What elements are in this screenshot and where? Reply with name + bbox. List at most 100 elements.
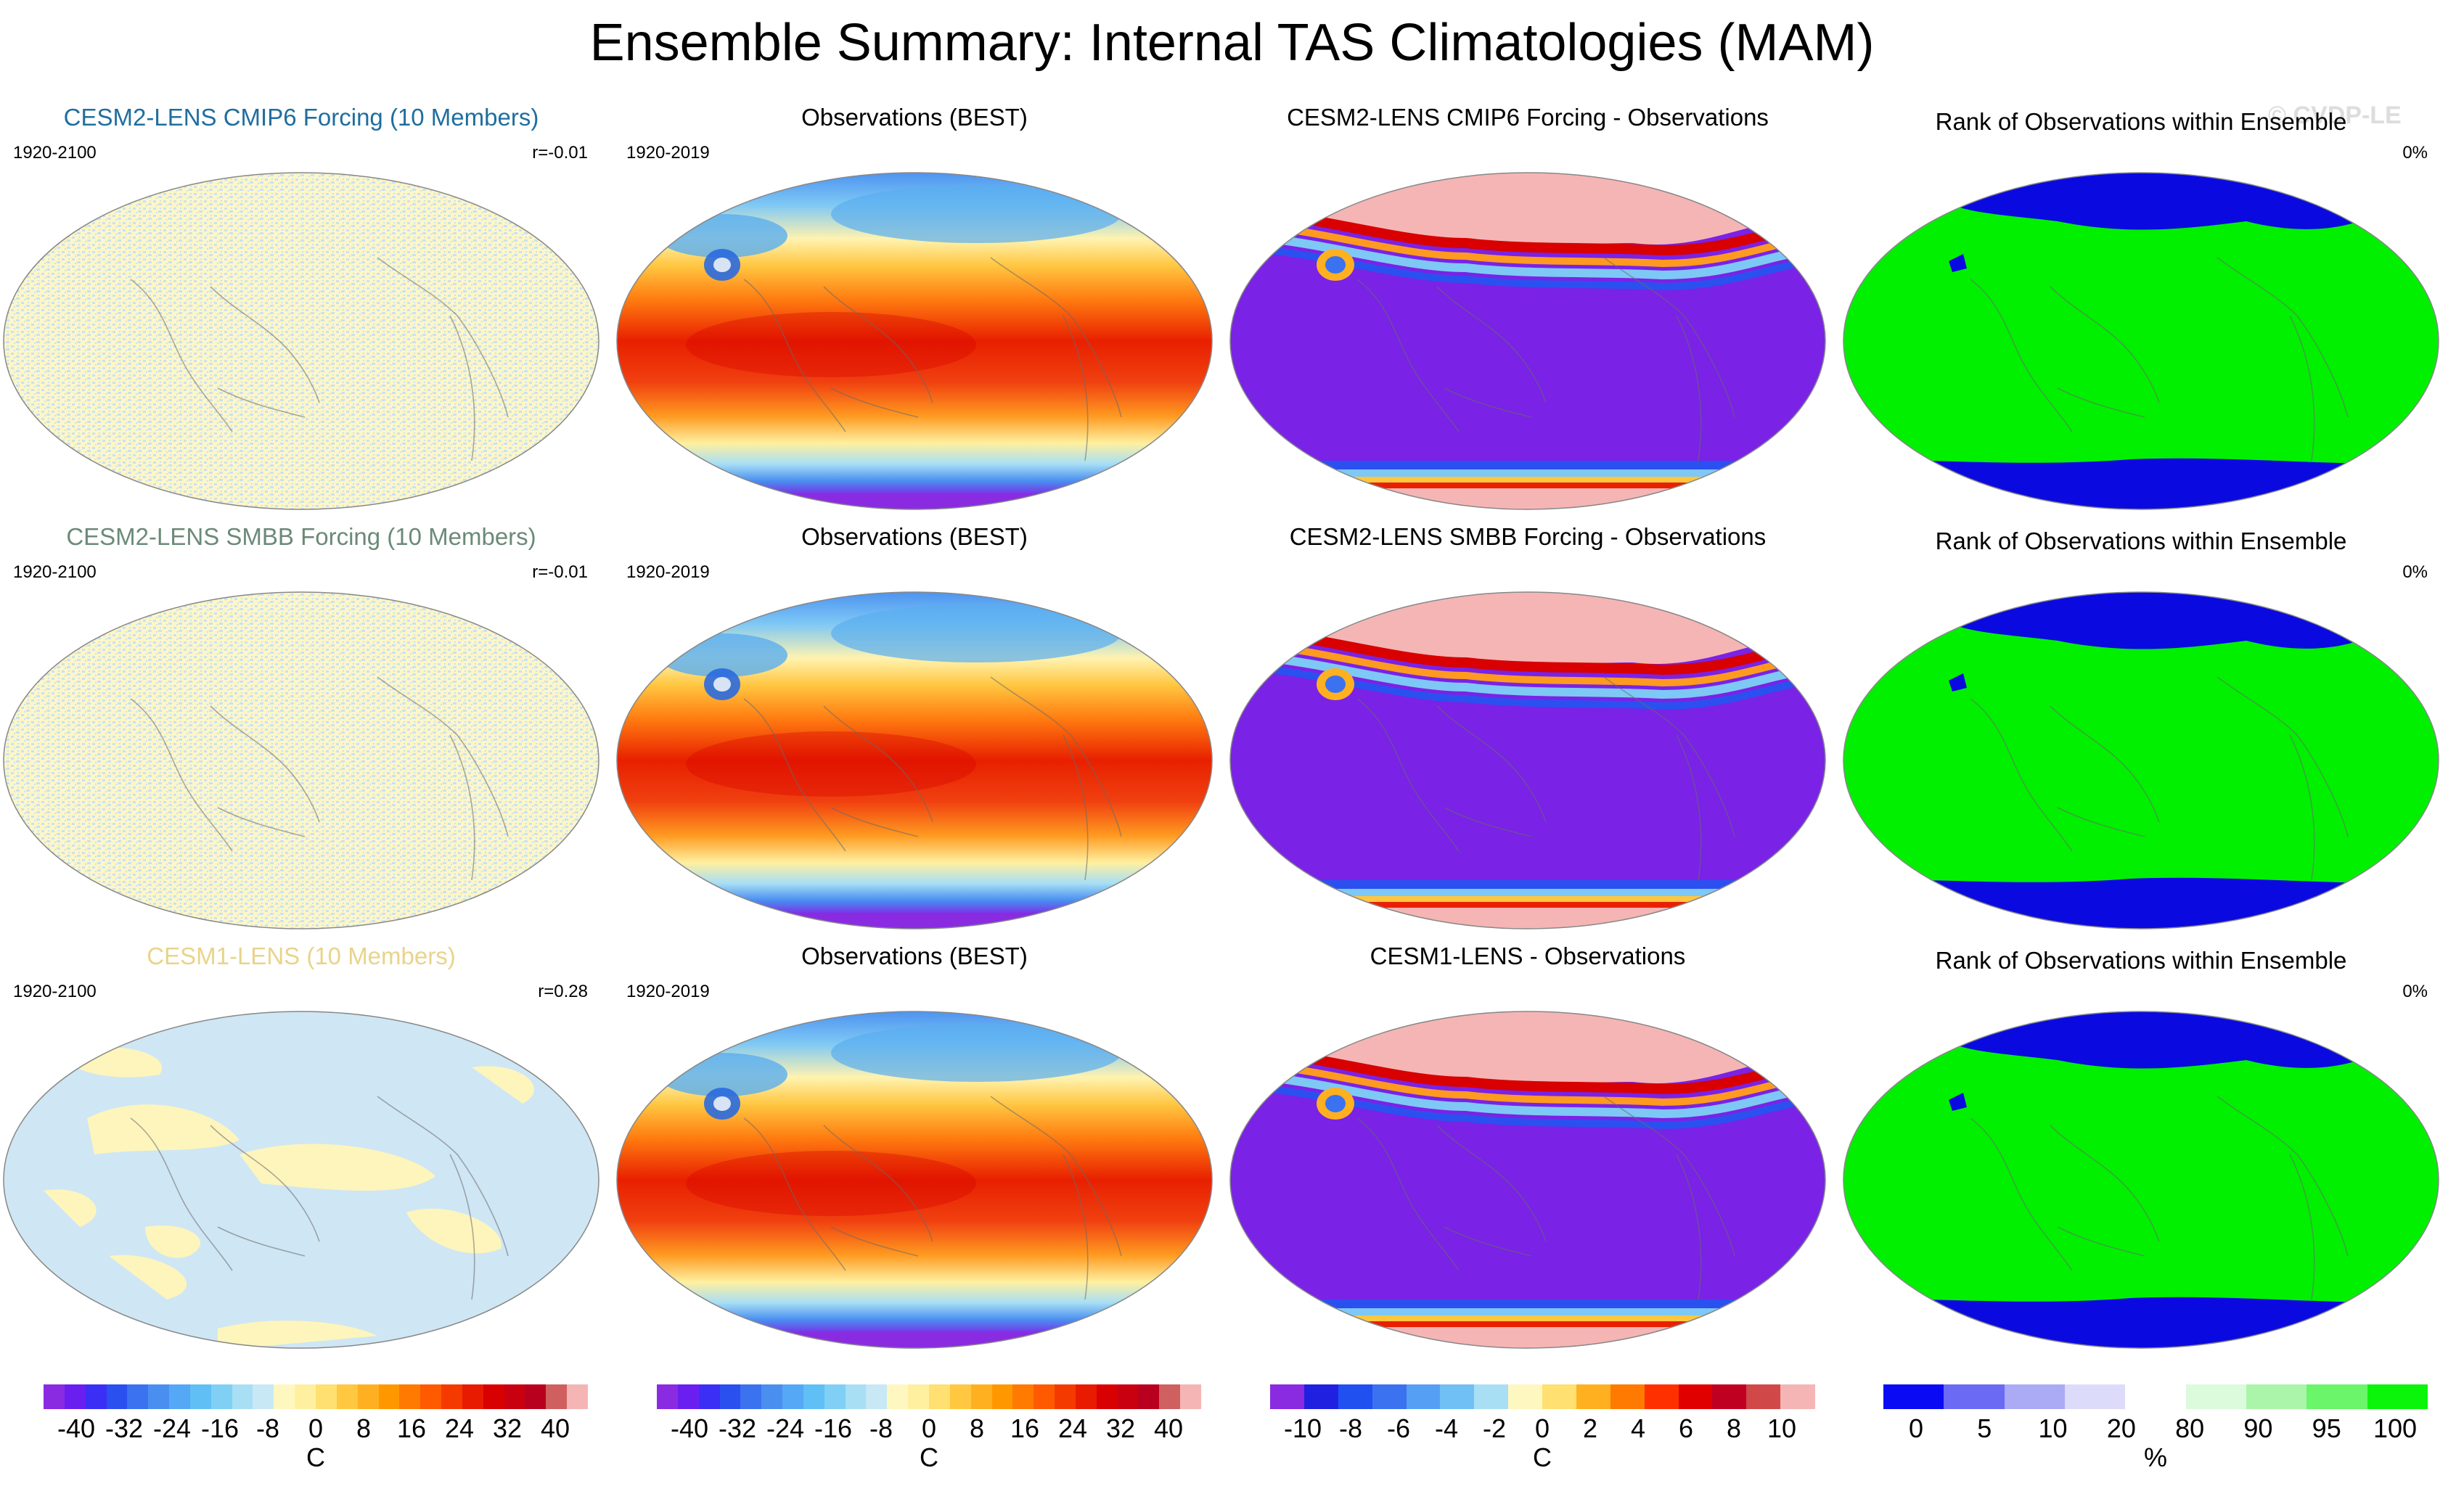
colorbar-swatch xyxy=(44,1384,65,1409)
colorbar-swatch xyxy=(1474,1384,1509,1409)
colorbar-swatch xyxy=(1440,1384,1475,1409)
colorbar-tick-label: -6 xyxy=(1386,1413,1411,1443)
colorbar-swatch xyxy=(1944,1384,2005,1409)
colorbar-swatch xyxy=(657,1384,679,1409)
colorbar-swatch xyxy=(949,1384,972,1409)
colorbar-swatch xyxy=(462,1384,484,1409)
colorbar-tick-label: -8 xyxy=(1338,1413,1363,1443)
panel-title: CESM2-LENS SMBB Forcing (10 Members) xyxy=(66,523,536,550)
colorbar-swatch xyxy=(991,1384,1013,1409)
colorbar-swatch xyxy=(1034,1384,1055,1409)
colorbar-tick-label: -4 xyxy=(1434,1413,1459,1443)
diff-colorbar: -10 -8 -6 -4 -2 0 2 4 6 8 10 C xyxy=(1270,1384,1872,1486)
colorbar-swatch xyxy=(210,1384,233,1409)
colorbar-swatch xyxy=(2367,1384,2428,1409)
colorbar-swatch xyxy=(887,1384,909,1409)
colorbar-tick-label: 90 xyxy=(2243,1413,2273,1443)
colorbar-swatch xyxy=(1576,1384,1611,1409)
colorbar-swatch xyxy=(1270,1384,1305,1409)
colorbar-swatch xyxy=(483,1384,505,1409)
colorbar-swatch xyxy=(316,1384,337,1409)
colorbar-tick-label: -8 xyxy=(255,1413,280,1443)
rank-colorbar: 0 5 10 20 80 90 95 100% xyxy=(1883,1384,2464,1486)
map-obs xyxy=(616,1011,1213,1349)
panel-title: CESM1-LENS - Observations xyxy=(1370,943,1686,969)
colorbar-tick-label: 0 xyxy=(921,1413,937,1443)
colorbar-swatch xyxy=(441,1384,463,1409)
colorbar-swatch xyxy=(127,1384,149,1409)
panel-title: CESM2-LENS SMBB Forcing - Observations xyxy=(1289,523,1767,550)
colorbar-tick-label: 5 xyxy=(1977,1413,1992,1443)
colorbar-swatch xyxy=(399,1384,421,1409)
colorbar-unit-label: C xyxy=(306,1442,325,1472)
colorbar-swatch xyxy=(336,1384,359,1409)
panel-title: Rank of Observations within Ensemble xyxy=(1935,108,2347,135)
panel-title: CESM2-LENS CMIP6 Forcing - Observations xyxy=(1287,104,1769,131)
colorbar-tick-label: -32 xyxy=(105,1413,144,1443)
panel-rank-row3: Rank of Observations within Ensemble 0% xyxy=(1840,929,2442,1349)
panel-obs-row2: Observations (BEST) 1920-2019 xyxy=(613,510,1216,929)
colorbar-swatch xyxy=(1644,1384,1679,1409)
map-model xyxy=(3,172,599,510)
colorbar-swatch xyxy=(274,1384,295,1409)
colorbar-swatch xyxy=(232,1384,253,1409)
rank-percent-label: 0% xyxy=(2402,562,2428,582)
colorbar-tick-label: -40 xyxy=(670,1413,709,1443)
colorbar-swatch xyxy=(1012,1384,1034,1409)
colorbar-unit-label: C xyxy=(920,1442,938,1472)
colorbar-tick-label: -24 xyxy=(766,1413,805,1443)
colorbar-swatch xyxy=(420,1384,442,1409)
colorbar-swatch xyxy=(295,1384,316,1409)
map-rank xyxy=(1843,172,2439,510)
colorbar-swatch xyxy=(1780,1384,1815,1409)
colorbar-swatch xyxy=(567,1384,589,1409)
colorbar-tick-label: 16 xyxy=(1010,1413,1040,1443)
obs-colorbar: -40 -32 -24 -16 -8 0 8 16 24 32 40 C xyxy=(657,1384,1259,1486)
panel-obs-row3: Observations (BEST) 1920-2019 xyxy=(613,929,1216,1349)
rank-percent-label: 0% xyxy=(2402,143,2428,163)
colorbar-tick-label: 0 xyxy=(1908,1413,1924,1443)
colorbar-swatch xyxy=(357,1384,380,1409)
map-obs xyxy=(616,172,1213,510)
colorbar-tick-label: 4 xyxy=(1630,1413,1646,1443)
panel-title: Rank of Observations within Ensemble xyxy=(1935,528,2347,554)
panel-rank-row2: Rank of Observations within Ensemble 0% xyxy=(1840,510,2442,929)
colorbar-swatch xyxy=(1338,1384,1373,1409)
colorbar-swatch xyxy=(803,1384,825,1409)
watermark: © CVDP-LE xyxy=(2268,102,2402,129)
colorbar-swatch xyxy=(1746,1384,1781,1409)
colorbar-swatch xyxy=(1542,1384,1577,1409)
colorbar-swatch xyxy=(1610,1384,1645,1409)
map-obs xyxy=(616,591,1213,929)
colorbar-swatch xyxy=(1138,1384,1160,1409)
colorbar-swatch xyxy=(845,1384,867,1409)
colorbar-tick-label: 10 xyxy=(1767,1413,1797,1443)
colorbar-swatch xyxy=(1117,1384,1139,1409)
panel-diff-row1: CESM2-LENS CMIP6 Forcing - Observations xyxy=(1227,91,1829,510)
colorbar-swatch xyxy=(1406,1384,1441,1409)
figure-title: Ensemble Summary: Internal TAS Climatolo… xyxy=(589,14,1875,72)
colorbar-swatch xyxy=(866,1384,888,1409)
colorbar-swatch xyxy=(2065,1384,2126,1409)
panel-diff-row2: CESM2-LENS SMBB Forcing - Observations xyxy=(1227,510,1829,929)
colorbar-tick-label: 8 xyxy=(1726,1413,1742,1443)
panel-title: CESM2-LENS CMIP6 Forcing (10 Members) xyxy=(63,104,539,131)
correlation-label: r=-0.01 xyxy=(532,143,588,163)
colorbar-tick-label: 8 xyxy=(356,1413,372,1443)
colorbar-tick-label: 2 xyxy=(1582,1413,1598,1443)
map-model xyxy=(3,1011,599,1349)
year-range-label: 1920-2019 xyxy=(626,143,710,163)
colorbar-tick-label: 24 xyxy=(1057,1413,1088,1443)
colorbar-tick-label: 32 xyxy=(1105,1413,1136,1443)
colorbar-tick-label: -8 xyxy=(869,1413,893,1443)
panel-diff-row3: CESM1-LENS - Observations xyxy=(1227,929,1829,1349)
map-diff xyxy=(1229,172,1826,510)
year-range-label: 1920-2100 xyxy=(13,982,97,1001)
colorbar-swatch xyxy=(64,1384,86,1409)
correlation-label: r=0.28 xyxy=(538,982,588,1001)
colorbar-swatch xyxy=(2246,1384,2307,1409)
colorbar-swatch xyxy=(106,1384,128,1409)
colorbar-swatch xyxy=(2185,1384,2247,1409)
colorbar-swatch xyxy=(525,1384,547,1409)
colorbar-swatch xyxy=(1096,1384,1118,1409)
